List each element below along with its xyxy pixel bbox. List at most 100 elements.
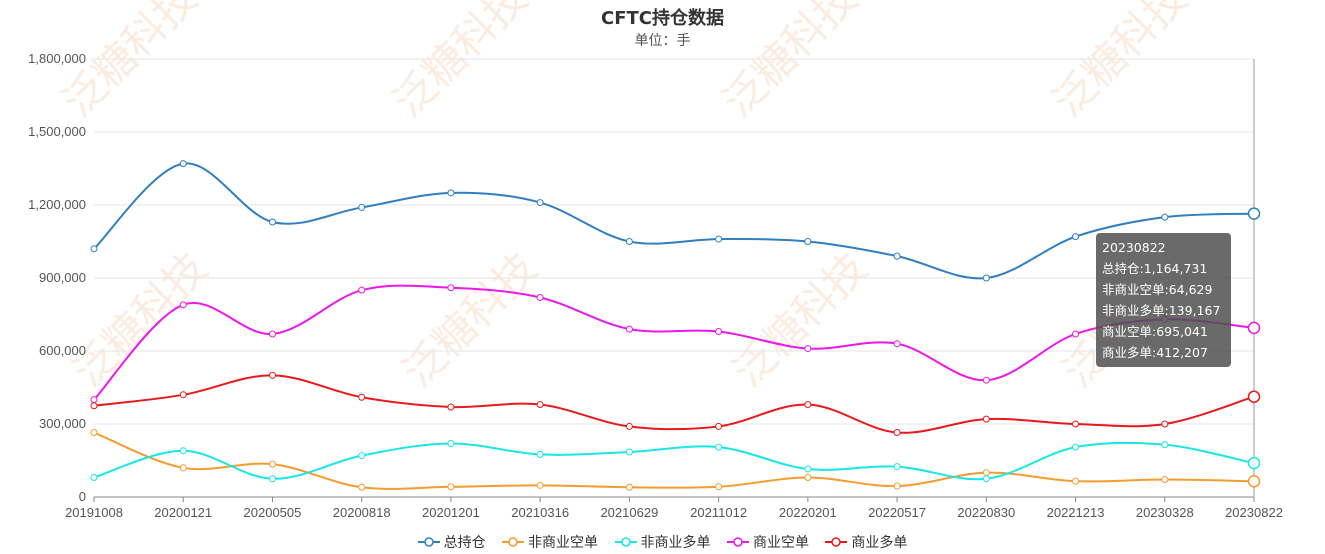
series-line: [93, 162, 1255, 280]
legend-item[interactable]: 商业多单: [825, 532, 907, 552]
legend-swatch-icon: [825, 537, 848, 547]
x-tick-label: 20230328: [1136, 505, 1194, 520]
data-point: [1161, 441, 1169, 449]
data-point: [1247, 456, 1261, 470]
data-point: [90, 429, 98, 437]
data-point: [982, 475, 990, 483]
legend-swatch-icon: [614, 537, 637, 547]
data-point: [268, 330, 276, 338]
data-point: [447, 483, 455, 491]
data-point: [625, 238, 633, 245]
data-point: [893, 463, 901, 471]
data-point: [1161, 475, 1169, 483]
data-point: [982, 274, 990, 282]
legend: 总持仓 非商业空单 非商业多单 商业空单 商业多单: [0, 532, 1325, 553]
data-point: [90, 245, 98, 253]
legend-item[interactable]: 非商业空单: [502, 532, 598, 552]
legend-label: 总持仓: [443, 535, 486, 551]
x-tick-label: 20191008: [65, 505, 123, 520]
y-tick-label: 600,000: [39, 343, 86, 358]
series-line: [93, 441, 1255, 481]
data-point: [179, 160, 187, 168]
data-point: [893, 252, 901, 260]
data-point: [982, 415, 990, 423]
data-point: [715, 483, 723, 491]
data-point: [358, 393, 366, 401]
tooltip-row: 非商业多单:139,167: [1102, 303, 1221, 318]
data-point: [358, 203, 366, 211]
legend-item[interactable]: 商业空单: [726, 532, 809, 552]
data-point: [358, 483, 366, 491]
x-tick-label: 20201201: [422, 505, 480, 520]
watermark: 泛糖科技: [1043, 0, 1196, 126]
data-point: [625, 448, 633, 456]
x-tick-label: 20211012: [690, 505, 747, 520]
data-point: [1161, 420, 1169, 428]
data-point: [447, 439, 455, 447]
data-point: [536, 199, 544, 207]
data-point: [804, 345, 812, 353]
legend-swatch-icon: [417, 537, 440, 547]
tooltip-row: 商业空单:695,041: [1102, 324, 1208, 339]
data-point: [90, 474, 98, 482]
x-tick-label: 20220830: [957, 505, 1015, 520]
x-tick-label: 20230822: [1225, 505, 1283, 520]
data-point: [536, 293, 544, 301]
data-point: [625, 483, 633, 491]
watermark: 泛糖科技: [393, 243, 546, 396]
data-point: [1247, 321, 1261, 335]
watermark: 泛糖科技: [63, 243, 216, 396]
y-tick-label: 900,000: [39, 270, 86, 285]
data-point: [804, 401, 812, 409]
data-point: [447, 403, 455, 411]
tooltip: 20230822 总持仓:1,164,731 非商业空单:64,629 非商业多…: [1096, 233, 1231, 367]
legend-label: 商业空单: [752, 535, 809, 551]
data-point: [358, 286, 366, 294]
series-line: [93, 374, 1255, 434]
tooltip-date: 20230822: [1102, 240, 1166, 255]
data-point: [1072, 330, 1080, 338]
data-point: [90, 402, 98, 410]
x-tick-label: 20221213: [1047, 505, 1105, 520]
data-point: [179, 447, 187, 455]
data-point: [1247, 390, 1261, 403]
data-point: [715, 328, 723, 336]
y-tick-label: 0: [79, 489, 86, 504]
data-point: [179, 301, 187, 309]
data-point: [893, 340, 901, 348]
data-point: [715, 443, 723, 451]
chart-title: CFTC持仓数据: [601, 8, 724, 29]
data-point: [536, 481, 544, 489]
data-point: [1072, 477, 1080, 485]
data-point: [179, 464, 187, 472]
legend-label: 非商业多单: [640, 535, 711, 551]
watermark: 泛糖科技: [383, 0, 536, 126]
data-point: [1072, 443, 1080, 451]
data-point: [536, 401, 544, 409]
legend-item[interactable]: 总持仓: [417, 532, 486, 552]
tooltip-row: 总持仓:1,164,731: [1102, 261, 1208, 276]
x-tick-label: 20200121: [154, 505, 212, 520]
data-point: [893, 429, 901, 437]
data-point: [982, 469, 990, 477]
legend-label: 非商业空单: [528, 535, 599, 551]
data-point: [447, 284, 455, 292]
data-point: [1247, 207, 1261, 220]
data-point: [804, 465, 812, 473]
data-point: [804, 474, 812, 482]
data-point: [268, 371, 276, 379]
data-point: [804, 238, 812, 245]
tooltip-row: 非商业空单:64,629: [1102, 282, 1213, 297]
data-point: [1247, 475, 1261, 488]
data-point: [268, 460, 276, 468]
data-point: [625, 422, 633, 430]
tooltip-row: 商业多单:412,207: [1102, 345, 1208, 360]
data-point: [268, 475, 276, 483]
x-tick-label: 20210316: [511, 505, 569, 520]
x-tick-label: 20220517: [868, 505, 926, 520]
legend-item[interactable]: 非商业多单: [614, 532, 711, 552]
data-point: [268, 218, 276, 226]
data-point: [715, 235, 723, 243]
data-point: [1072, 420, 1080, 428]
watermark: 泛糖科技: [713, 0, 866, 126]
